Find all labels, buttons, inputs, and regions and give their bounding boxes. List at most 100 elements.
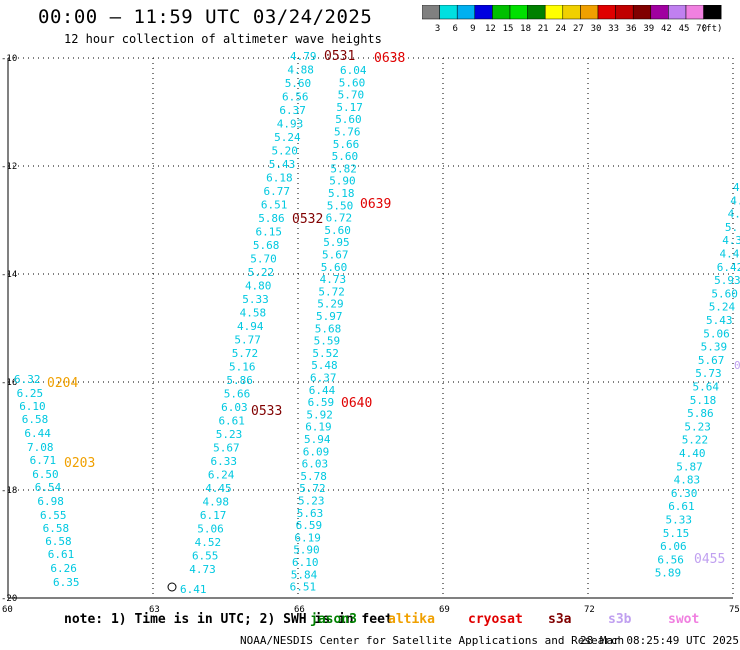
swh-value: 5.70 <box>250 253 277 266</box>
colorbar-tick-label: 24 <box>555 24 566 34</box>
swh-value: 5.63 <box>297 507 324 520</box>
swh-value: 5.06 <box>703 327 730 340</box>
swh-value: 5.60 <box>321 261 348 274</box>
swh-value: 6.24 <box>208 469 235 482</box>
swh-value: 6.18 <box>266 172 293 185</box>
swh-value: 6.61 <box>218 415 245 428</box>
swh-value: 5.60 <box>711 287 738 300</box>
swh-value: 5.72 <box>299 482 326 495</box>
swh-value: 4.83 <box>674 474 701 487</box>
page-title: 00:00 — 11:59 UTC 03/24/2025 <box>38 6 373 28</box>
swh-value: 5.76 <box>334 126 361 139</box>
swh-value: 5.84 <box>291 568 318 581</box>
colorbar-tick-label: 12 <box>485 24 496 34</box>
swh-value: 5.33 <box>666 514 693 527</box>
swh-value: 5.20 <box>271 145 298 158</box>
swh-value: 5.24 <box>709 301 736 314</box>
swh-value: 6.15 <box>256 226 282 239</box>
swh-value: 5.67 <box>213 442 240 455</box>
satellite-legend-s3b: s3b <box>608 612 632 627</box>
pass-label: 0640 <box>341 396 372 411</box>
swh-value: 6.72 <box>326 212 353 225</box>
lat-tick-label: -20 <box>1 594 17 604</box>
swh-value: 6.61 <box>48 548 75 561</box>
swh-value: 5.92 <box>306 408 333 421</box>
swh-value: 5. <box>725 221 738 234</box>
satellite-legend-swot: swot <box>668 612 700 627</box>
swh-value: 6.55 <box>192 550 219 563</box>
swh-value: 5.23 <box>216 428 243 441</box>
swh-value: 5.67 <box>698 354 725 367</box>
swh-value: 6.30 <box>671 487 698 500</box>
pass-label: 0533 <box>251 404 282 419</box>
swh-value: 6.19 <box>294 531 321 544</box>
colorbar-tick-label: 33 <box>608 24 619 34</box>
swh-value: 6.09 <box>303 445 330 458</box>
swh-value: 5.86 <box>258 212 285 225</box>
swh-value: 6.03 <box>302 458 329 471</box>
swh-value: 5.15 <box>663 527 690 540</box>
swh-value: 4.80 <box>245 280 272 293</box>
swh-value: 5.50 <box>327 199 354 212</box>
swh-value: 5.72 <box>232 347 259 360</box>
swh-value: 6.51 <box>290 581 317 594</box>
pass-label: 0 <box>734 359 740 372</box>
swh-value: 5.43 <box>269 158 296 171</box>
satellite-legend-cryosat: cryosat <box>468 612 523 627</box>
swh-value: 6.25 <box>17 387 43 400</box>
swh-value: 5.90 <box>329 175 356 188</box>
swh-value: 5.59 <box>314 335 341 348</box>
lat-tick-label: -18 <box>1 486 17 496</box>
swh-value: 6.58 <box>45 535 71 548</box>
pass-label: 6.41 <box>180 583 207 596</box>
swh-value: 4.58 <box>240 307 267 320</box>
swh-value: 5.66 <box>224 388 251 401</box>
swh-value: 4.88 <box>287 64 314 77</box>
swh-value: 5.87 <box>676 460 703 473</box>
swh-value: 5.18 <box>328 187 355 200</box>
footer-note: note: 1) Time is in UTC; 2) SWH is in fe… <box>64 612 393 627</box>
swh-value: 6.17 <box>200 509 227 522</box>
colorbar-tick-label: 21 <box>538 24 549 34</box>
colorbar-tick-label: 18 <box>520 24 531 34</box>
swh-value: 6.58 <box>22 413 49 426</box>
swh-value: 4. <box>728 208 740 221</box>
swh-value: 6.98 <box>37 495 64 508</box>
swh-value: 5.95 <box>323 236 350 249</box>
swh-value: 6.33 <box>211 455 238 468</box>
lat-tick-label: -16 <box>1 378 17 388</box>
swh-value: 5.70 <box>338 89 365 102</box>
colorbar-tick-label: 9 <box>470 24 475 34</box>
swh-value: 6.77 <box>264 185 291 198</box>
swh-value: 5.90 <box>293 544 320 557</box>
swh-value: 5.18 <box>690 394 717 407</box>
pass-start-marker <box>167 582 177 592</box>
swh-value: 5.29 <box>317 298 344 311</box>
swh-value: 6.56 <box>282 91 309 104</box>
swh-value: 5.68 <box>253 239 280 252</box>
swh-value: 5.60 <box>285 77 312 90</box>
credit-text: NOAA/NESDIS Center for Satellite Applica… <box>240 634 625 647</box>
pass-label: 0531 <box>324 49 355 64</box>
satellite-legend: jason3 altika cryosat s3a s3b swot <box>300 612 740 630</box>
swh-value: 5.66 <box>333 138 360 151</box>
swh-value: 5.68 <box>315 322 342 335</box>
swh-value: 6.58 <box>43 522 70 535</box>
lat-tick-label: -12 <box>1 162 17 172</box>
swh-value: 5.77 <box>234 334 261 347</box>
swh-value: 5.86 <box>226 374 253 387</box>
swh-value: 5.52 <box>312 347 339 360</box>
lon-tick-label: 75 <box>729 605 740 615</box>
swh-value: 6.59 <box>308 396 335 409</box>
swh-value: 6.55 <box>40 509 67 522</box>
lat-tick-label: -10 <box>1 54 17 64</box>
lon-tick-label: 63 <box>149 605 160 615</box>
colorbar-tick-label: 39 <box>643 24 654 34</box>
colorbar-tick-label: 3 <box>435 24 440 34</box>
swh-value: 5.86 <box>687 407 714 420</box>
swh-value: 6.03 <box>221 401 248 414</box>
swh-value: 5.24 <box>274 131 301 144</box>
swh-value: 5.60 <box>332 150 359 163</box>
swh-value: 5.94 <box>304 433 331 446</box>
colorbar-tick-label: 27 <box>573 24 584 34</box>
